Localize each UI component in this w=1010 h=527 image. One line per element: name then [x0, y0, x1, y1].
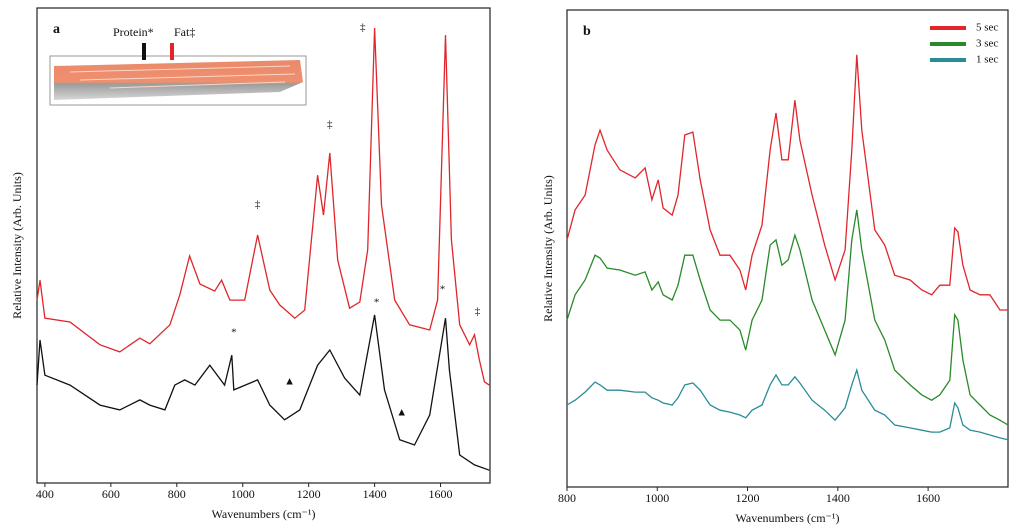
panel-label: b [583, 24, 591, 39]
spectrum-line [566, 367, 1009, 441]
plot-frame [36, 7, 491, 484]
legend-label: 1 sec [976, 54, 998, 66]
peak-annotation: ‡ [360, 21, 366, 33]
x-tick-label: 800 [168, 487, 186, 501]
peak-annotation: * [374, 297, 380, 309]
spectrum-line [566, 54, 1008, 311]
x-tick-label: 1000 [645, 491, 669, 505]
peak-annotation: ‡ [255, 199, 261, 211]
plot-frame [566, 9, 1009, 488]
x-tick-label: 1400 [826, 491, 850, 505]
inset-marker [170, 43, 174, 60]
y-axis-label: Relative Intensity (Arb. Units) [541, 175, 555, 322]
peak-annotation: ‡ [327, 118, 333, 130]
x-tick-label: 1200 [297, 487, 321, 501]
x-tick-label: 1200 [736, 491, 760, 505]
x-axis-label: Wavenumbers (cm⁻¹) [212, 507, 316, 521]
x-axis-label: Wavenumbers (cm⁻¹) [736, 511, 840, 525]
legend-label: 5 sec [976, 22, 998, 34]
panel-label: a [53, 22, 60, 37]
spectrum-line [566, 209, 1009, 426]
peak-annotation: ‡ [475, 306, 481, 318]
inset-marker [142, 43, 146, 60]
peak-annotation: ▲ [396, 407, 407, 419]
x-tick-label: 1600 [429, 487, 453, 501]
peak-annotation: * [231, 326, 237, 338]
x-tick-label: 1600 [916, 491, 940, 505]
x-tick-label: 1000 [231, 487, 255, 501]
x-tick-label: 1400 [363, 487, 387, 501]
x-tick-label: 600 [102, 487, 120, 501]
inset-label: Protein* [113, 25, 154, 39]
y-axis-label: Relative Intensity (Arb. Units) [10, 172, 24, 319]
inset-photo [49, 55, 307, 106]
inset-label: Fat‡ [174, 25, 195, 39]
x-tick-label: 800 [558, 491, 576, 505]
legend-label: 3 sec [976, 38, 998, 50]
x-tick-label: 400 [36, 487, 54, 501]
spectrum-line [36, 27, 490, 386]
peak-annotation: * [440, 284, 446, 296]
spectrum-line [36, 314, 490, 471]
peak-annotation: ▲ [284, 375, 295, 387]
